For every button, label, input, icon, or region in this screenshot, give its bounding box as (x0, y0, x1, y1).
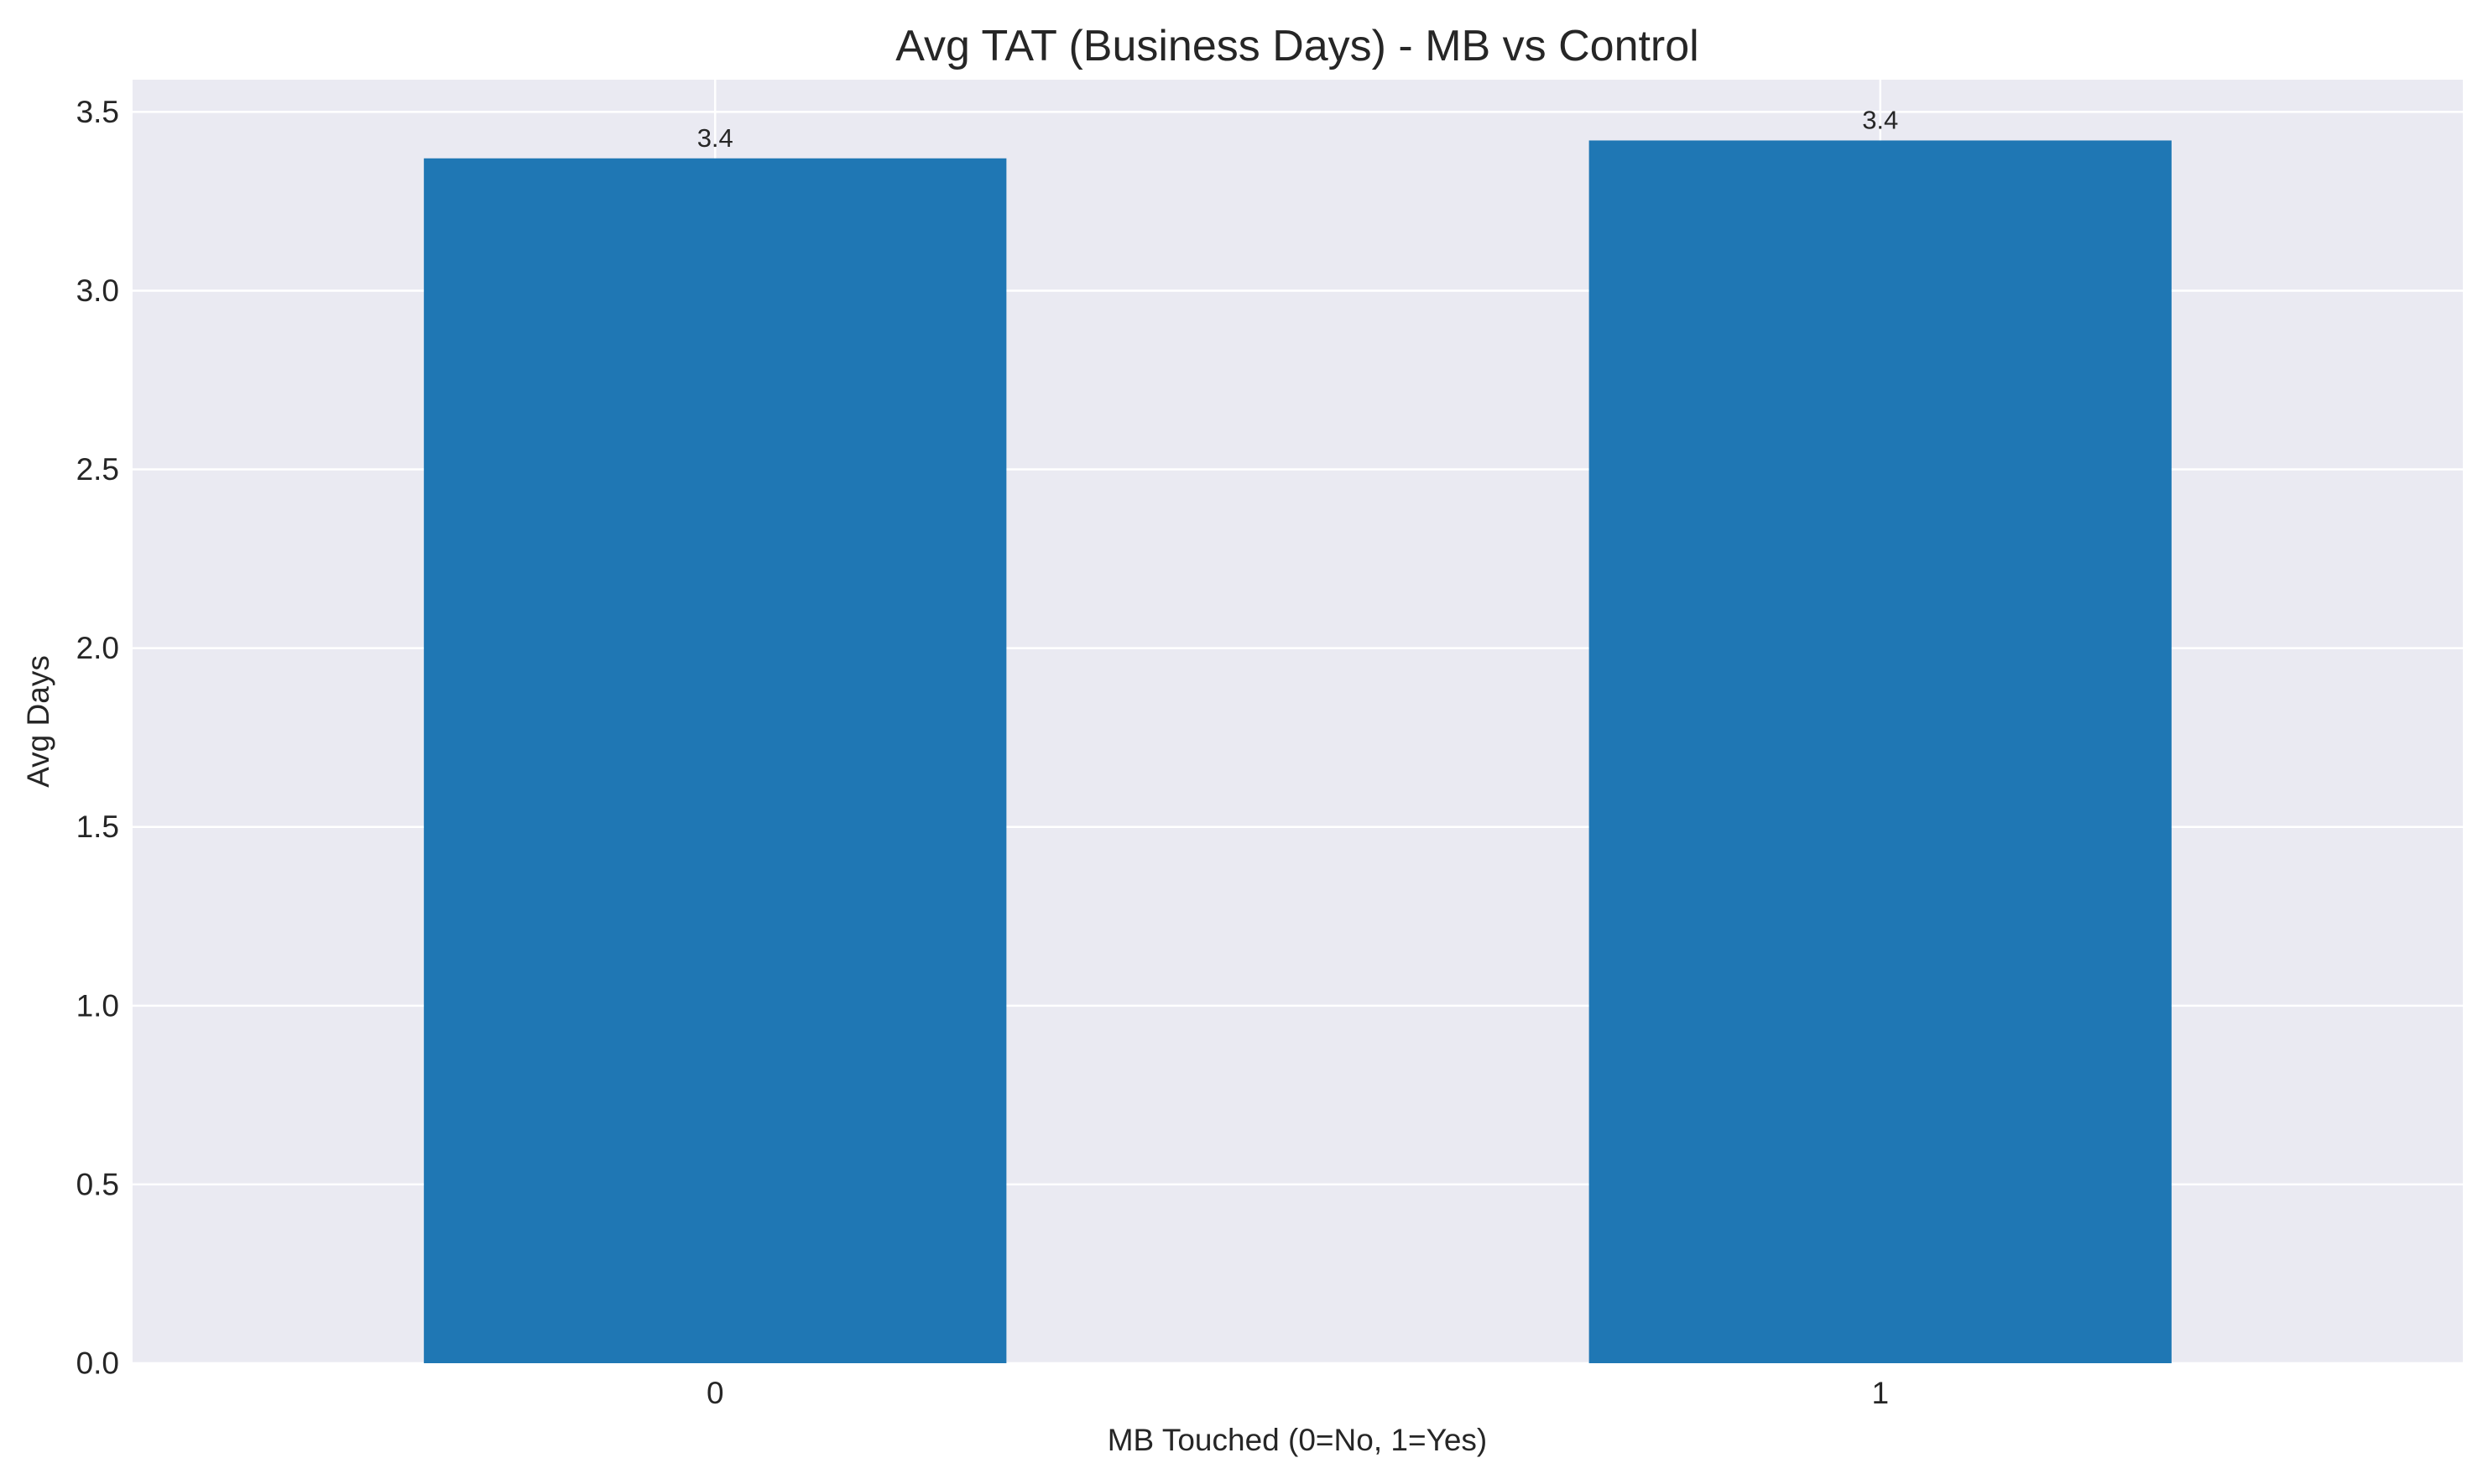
y-tick-label: 3.5 (76, 95, 119, 129)
y-tick-label: 0.0 (76, 1346, 119, 1381)
y-tick-label: 3.0 (76, 273, 119, 308)
chart-title: Avg TAT (Business Days) - MB vs Control (895, 22, 1698, 70)
y-tick-label: 2.0 (76, 631, 119, 665)
y-axis-label: Avg Days (21, 655, 55, 788)
y-tick-label: 0.5 (76, 1167, 119, 1201)
y-axis-ticks: 0.0 0.5 1.0 1.5 2.0 2.5 3.0 3.5 (76, 95, 119, 1381)
bar-1 (1588, 140, 2172, 1363)
bars (424, 140, 2172, 1363)
y-tick-label: 1.5 (76, 810, 119, 844)
bar-0 (424, 158, 1007, 1363)
y-tick-label: 1.0 (76, 988, 119, 1023)
x-axis-label: MB Touched (0=No, 1=Yes) (1108, 1423, 1488, 1457)
data-labels: 3.4 3.4 (697, 105, 1899, 152)
data-label: 3.4 (1862, 105, 1898, 134)
x-tick-label: 1 (1871, 1376, 1889, 1410)
x-tick-label: 0 (707, 1376, 724, 1410)
y-tick-label: 2.5 (76, 452, 119, 487)
data-label: 3.4 (697, 123, 733, 153)
